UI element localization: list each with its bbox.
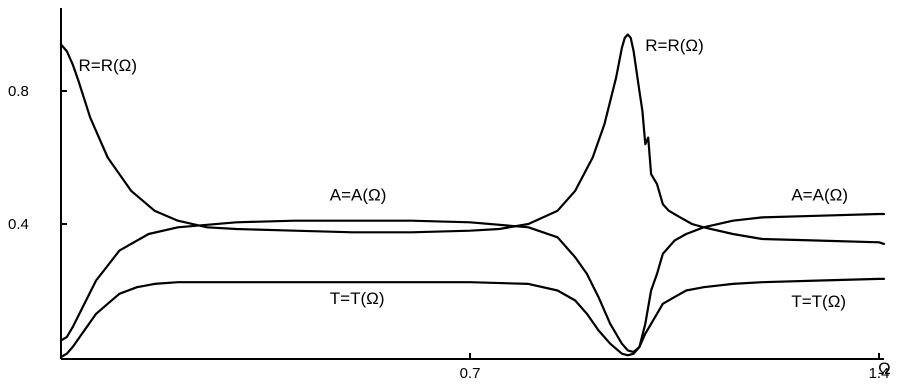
x-tick-label: 1.4 [869, 365, 890, 382]
series-line-1 [59, 212, 886, 354]
series-annotation: T=T(Ω) [791, 292, 846, 311]
series-annotation: A=A(Ω) [791, 186, 848, 205]
y-tick-label: 0.8 [8, 83, 29, 100]
x-axis-label: Ω [878, 359, 891, 378]
tick-labels: 0.4 0.8 0.7 1.4 [8, 83, 889, 382]
series-labels: R=R(Ω) A=A(Ω) T=T(Ω) R=R(Ω) A=A(Ω) T=T(Ω) [79, 36, 848, 311]
series-annotation: A=A(Ω) [330, 186, 387, 205]
series-annotation: T=T(Ω) [330, 289, 385, 308]
series-annotation: R=R(Ω) [645, 36, 704, 55]
series-line-0 [59, 33, 886, 245]
curves [59, 33, 886, 359]
y-tick-label: 0.4 [8, 216, 29, 233]
series-annotation: R=R(Ω) [79, 56, 138, 75]
axes [60, 8, 884, 360]
series-line-2 [59, 277, 886, 359]
x-tick-label: 0.7 [460, 365, 481, 382]
